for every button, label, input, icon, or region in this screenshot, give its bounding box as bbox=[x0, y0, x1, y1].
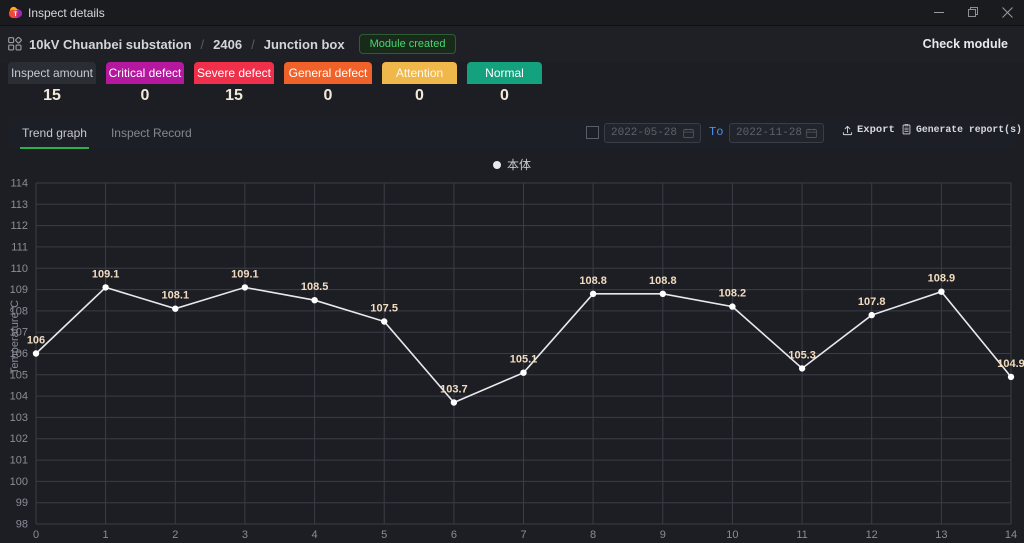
svg-text:5: 5 bbox=[381, 529, 387, 541]
svg-text:4: 4 bbox=[312, 529, 318, 541]
svg-text:1: 1 bbox=[103, 529, 109, 541]
svg-text:108.5: 108.5 bbox=[301, 281, 329, 293]
svg-text:8: 8 bbox=[590, 529, 596, 541]
svg-text:12: 12 bbox=[866, 529, 878, 541]
svg-text:107.5: 107.5 bbox=[370, 303, 398, 315]
svg-text:14: 14 bbox=[1005, 529, 1017, 541]
svg-text:99: 99 bbox=[16, 497, 28, 509]
svg-text:6: 6 bbox=[451, 529, 457, 541]
svg-text:103.7: 103.7 bbox=[440, 384, 468, 396]
svg-text:106: 106 bbox=[27, 335, 45, 347]
svg-text:98: 98 bbox=[16, 519, 28, 531]
svg-text:105.1: 105.1 bbox=[510, 354, 538, 366]
svg-text:108.2: 108.2 bbox=[719, 288, 747, 300]
svg-text:101: 101 bbox=[10, 455, 28, 467]
svg-text:0: 0 bbox=[33, 529, 39, 541]
svg-text:9: 9 bbox=[660, 529, 666, 541]
svg-text:109.1: 109.1 bbox=[92, 268, 120, 280]
svg-text:105.3: 105.3 bbox=[788, 349, 816, 361]
svg-text:108.8: 108.8 bbox=[579, 275, 607, 287]
svg-text:7: 7 bbox=[520, 529, 526, 541]
svg-text:2: 2 bbox=[172, 529, 178, 541]
svg-text:100: 100 bbox=[10, 476, 28, 488]
svg-text:113: 113 bbox=[10, 199, 28, 211]
svg-text:109.1: 109.1 bbox=[231, 268, 259, 280]
svg-text:11: 11 bbox=[796, 529, 807, 541]
svg-text:13: 13 bbox=[935, 529, 947, 541]
svg-text:108.8: 108.8 bbox=[649, 275, 677, 287]
svg-text:10: 10 bbox=[726, 529, 738, 541]
svg-text:3: 3 bbox=[242, 529, 248, 541]
svg-text:108.1: 108.1 bbox=[162, 290, 190, 302]
svg-text:104.9: 104.9 bbox=[997, 358, 1024, 370]
svg-text:114: 114 bbox=[10, 178, 28, 190]
svg-text:112: 112 bbox=[10, 220, 28, 232]
svg-text:108.9: 108.9 bbox=[928, 273, 956, 285]
svg-text:107.8: 107.8 bbox=[858, 296, 886, 308]
